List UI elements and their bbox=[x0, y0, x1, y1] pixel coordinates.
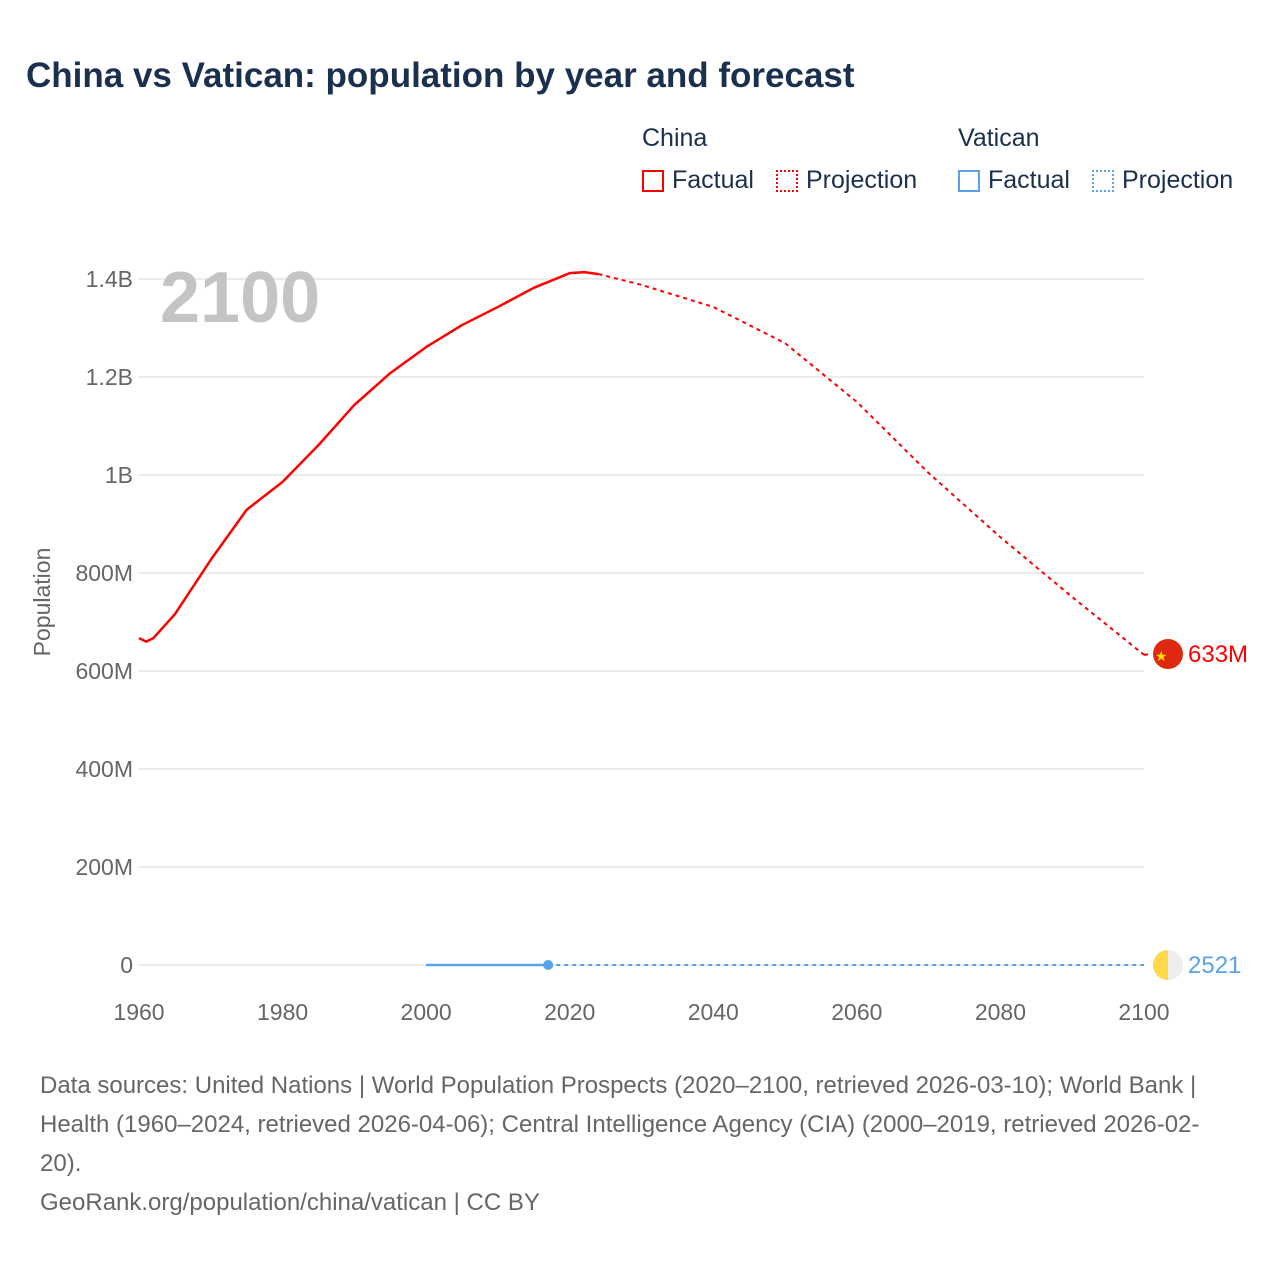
legend-swatch bbox=[1092, 169, 1114, 192]
x-tick-label: 2060 bbox=[831, 999, 882, 1025]
legend-label: Projection bbox=[1122, 166, 1234, 194]
legend-vatican-heading: Vatican bbox=[958, 124, 1040, 152]
x-tick-label: 2000 bbox=[401, 999, 452, 1025]
x-tick-label: 2020 bbox=[544, 999, 595, 1025]
legend-swatch bbox=[642, 169, 664, 192]
china-end-label: 633M bbox=[1188, 641, 1248, 668]
legend-label: Factual bbox=[672, 166, 754, 194]
legend-china-heading: China bbox=[642, 124, 708, 152]
x-tick-label: 1960 bbox=[113, 999, 164, 1025]
china-flag-icon: ★ bbox=[1153, 639, 1183, 669]
x-tick-label: 2100 bbox=[1118, 999, 1169, 1025]
vatican-end-label: 2521 bbox=[1188, 952, 1241, 979]
legend-china-projection[interactable]: Projection bbox=[776, 166, 917, 195]
y-tick-label: 800M bbox=[75, 560, 133, 586]
footer: Data sources: United Nations | World Pop… bbox=[40, 1066, 1240, 1222]
legend-vatican-factual[interactable]: Factual bbox=[958, 166, 1070, 195]
legend-label: Factual bbox=[988, 166, 1070, 194]
legend-swatch bbox=[776, 169, 798, 192]
x-tick-label: 1980 bbox=[257, 999, 308, 1025]
y-tick-label: 0 bbox=[120, 952, 133, 978]
legend-swatch bbox=[958, 169, 980, 192]
y-tick-label: 1.2B bbox=[86, 364, 133, 390]
vatican-flag-icon bbox=[1153, 950, 1183, 980]
y-tick-label: 400M bbox=[75, 756, 133, 782]
china-projection-line bbox=[598, 273, 1145, 656]
year-watermark: 2100 bbox=[160, 258, 320, 338]
x-tick-label: 2040 bbox=[688, 999, 739, 1025]
line-chart: 0 200M 400M 600M 800M 1B 1.2B 1.4B 1960 1980 2000 2… bbox=[29, 258, 1248, 1025]
legend-vatican-projection[interactable]: Projection bbox=[1092, 166, 1233, 195]
chart-title: China vs Vatican: population by year and… bbox=[26, 56, 855, 95]
svg-text:★: ★ bbox=[1155, 648, 1168, 664]
y-tick-label: 1.4B bbox=[86, 266, 133, 292]
legend-label: Projection bbox=[806, 166, 918, 194]
x-tick-label: 2080 bbox=[975, 999, 1026, 1025]
y-tick-label: 600M bbox=[75, 658, 133, 684]
y-tick-label: 1B bbox=[105, 462, 133, 488]
vatican-last-factual-point[interactable] bbox=[543, 959, 554, 970]
legend-china-factual[interactable]: Factual bbox=[642, 166, 754, 195]
data-sources: Data sources: United Nations | World Pop… bbox=[40, 1072, 1200, 1177]
y-axis-label: Population bbox=[29, 548, 55, 657]
credit-link[interactable]: GeoRank.org/population/china/vatican | C… bbox=[40, 1189, 540, 1216]
y-tick-label: 200M bbox=[75, 854, 133, 880]
china-factual-line bbox=[138, 270, 599, 643]
china-end-connector bbox=[1143, 653, 1153, 656]
